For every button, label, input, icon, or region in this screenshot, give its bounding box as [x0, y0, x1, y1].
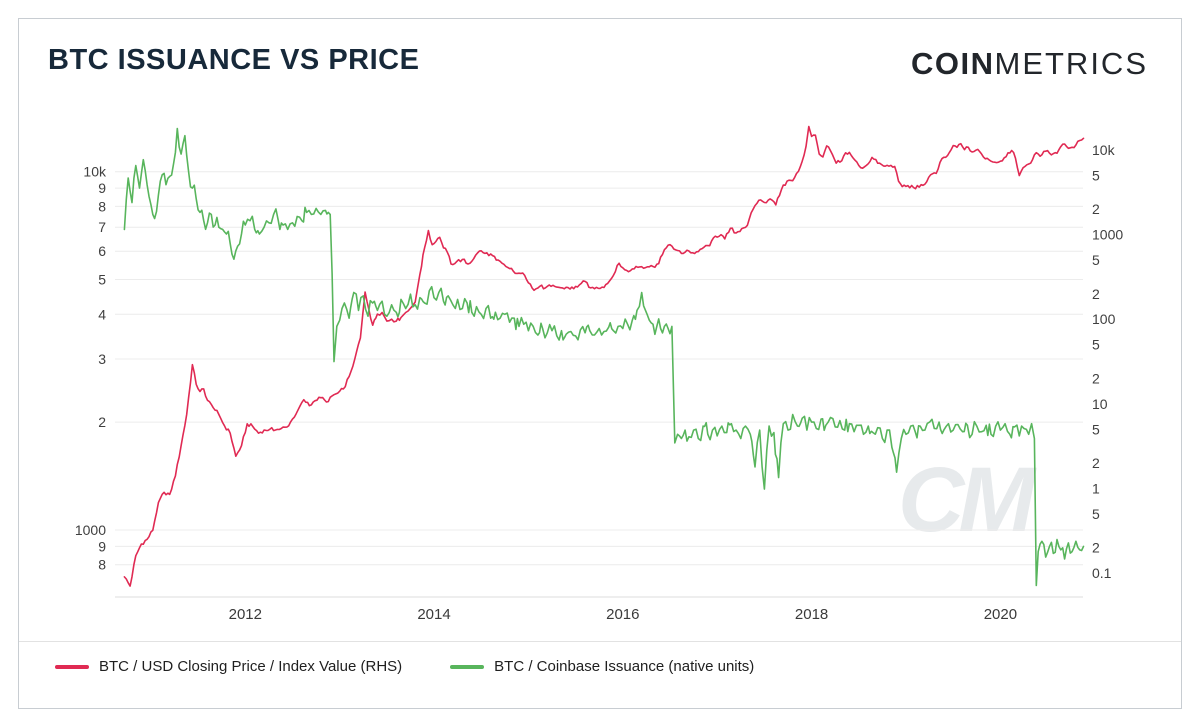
logo-coin: COIN [911, 46, 995, 81]
svg-text:5: 5 [1092, 506, 1100, 522]
svg-text:8: 8 [98, 198, 106, 214]
legend-item-issuance: BTC / Coinbase Issuance (native units) [450, 658, 754, 675]
svg-text:5: 5 [98, 272, 106, 288]
svg-text:0.1: 0.1 [1092, 565, 1112, 581]
svg-text:7: 7 [98, 219, 106, 235]
issuance-line-swatch [450, 664, 485, 669]
svg-text:100: 100 [1092, 311, 1116, 327]
svg-text:6: 6 [98, 243, 106, 259]
svg-text:2016: 2016 [606, 606, 639, 623]
chart-canvas: 10k9876543210009810k52100052100521052152… [75, 125, 1123, 623]
svg-text:9: 9 [98, 180, 106, 196]
legend: BTC / USD Closing Price / Index Value (R… [19, 641, 1181, 675]
svg-text:9: 9 [98, 538, 106, 554]
svg-text:2012: 2012 [229, 606, 262, 623]
svg-text:5: 5 [1092, 337, 1100, 353]
svg-text:1000: 1000 [75, 522, 106, 538]
svg-text:2020: 2020 [984, 606, 1017, 623]
legend-label-price: BTC / USD Closing Price / Index Value (R… [99, 658, 403, 675]
svg-text:5: 5 [1092, 421, 1100, 437]
svg-text:2: 2 [1092, 201, 1100, 217]
svg-text:2: 2 [1092, 370, 1100, 386]
svg-text:2: 2 [98, 414, 106, 430]
svg-text:1000: 1000 [1092, 227, 1123, 243]
coinmetrics-logo: COINMETRICS [911, 46, 1148, 82]
svg-text:3: 3 [98, 351, 106, 367]
svg-text:2: 2 [1092, 286, 1100, 302]
svg-text:2: 2 [1092, 540, 1100, 556]
price-line-swatch [55, 664, 89, 669]
svg-text:2018: 2018 [795, 606, 828, 623]
svg-text:2014: 2014 [417, 606, 450, 623]
legend-item-price: BTC / USD Closing Price / Index Value (R… [55, 658, 402, 675]
svg-text:8: 8 [98, 557, 106, 573]
logo-metrics: METRICS [994, 46, 1148, 81]
svg-text:5: 5 [1092, 252, 1100, 268]
svg-text:2: 2 [1092, 455, 1100, 471]
svg-text:10k: 10k [83, 164, 107, 180]
svg-text:4: 4 [98, 306, 106, 322]
legend-label-issuance: BTC / Coinbase Issuance (native units) [494, 658, 755, 675]
svg-text:1: 1 [1092, 480, 1100, 496]
svg-text:5: 5 [1092, 168, 1100, 184]
svg-text:10k: 10k [1092, 142, 1116, 158]
page-title: BTC ISSUANCE VS PRICE [48, 44, 420, 76]
svg-text:10: 10 [1092, 396, 1108, 412]
